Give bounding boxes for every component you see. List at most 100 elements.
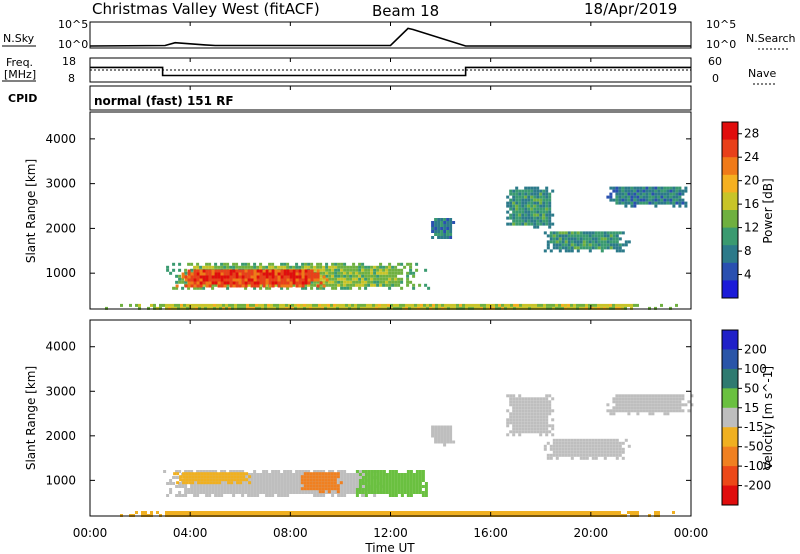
data-cell-1212	[594, 444, 598, 448]
data-cell-984	[524, 207, 528, 211]
data-cell-1647	[474, 511, 477, 514]
data-cell-505	[367, 271, 371, 275]
data-cell-991	[527, 189, 531, 193]
data-cell-670	[321, 475, 325, 479]
data-cell-524	[376, 265, 380, 269]
data-cell-1679	[543, 306, 546, 310]
data-cell-525	[376, 268, 380, 272]
data-cell-1383	[663, 400, 667, 404]
data-cell-1150	[564, 453, 568, 457]
data-cell-1655	[507, 306, 510, 310]
data-cell-1677	[519, 511, 522, 514]
data-cell-1545	[321, 511, 324, 514]
data-cell-793	[280, 269, 284, 273]
data-cell-1270	[615, 198, 619, 202]
data-cell-1324	[636, 394, 640, 398]
data-cell-1507	[264, 511, 267, 514]
data-cell-873	[434, 224, 438, 227]
data-cell-901	[437, 431, 441, 435]
data-cell-1084	[548, 201, 552, 205]
data-cell-1659	[513, 306, 516, 310]
data-cell-184	[241, 482, 245, 485]
data-cell-1474	[237, 303, 240, 307]
data-cell-1099	[546, 240, 550, 244]
data-cell-1543	[318, 511, 321, 514]
data-cell-534	[379, 271, 383, 275]
data-cell-1671	[510, 511, 513, 514]
data-cell-76	[208, 262, 212, 266]
data-cell-1019	[533, 195, 537, 199]
data-cell-61	[196, 488, 200, 491]
data-cell-889	[431, 425, 435, 429]
data-cell-1319	[633, 397, 637, 401]
data-cell-695	[333, 472, 337, 476]
data-cell-676	[217, 281, 221, 285]
data-cell-707	[235, 269, 239, 273]
data-cell-105	[211, 491, 215, 494]
data-cell-1660	[516, 303, 519, 307]
data-cell-298	[283, 479, 287, 482]
data-cell-790	[388, 479, 392, 482]
data-cell-1247	[609, 453, 613, 457]
data-cell-1467	[225, 306, 228, 310]
data-cell-685	[327, 481, 331, 485]
data-cell-749	[256, 272, 260, 276]
data-cell-690	[226, 269, 230, 273]
data-cell-1390	[672, 204, 676, 208]
data-cell-733	[367, 473, 371, 476]
data-cell-1352	[648, 403, 652, 407]
data-cell-913	[443, 431, 447, 435]
data-cell-1720	[606, 303, 609, 307]
freq-series-line	[90, 66, 691, 77]
data-cell-1440	[186, 303, 189, 307]
data-cell-390	[325, 268, 329, 272]
data-cell-1081	[542, 427, 546, 431]
data-cell-874	[434, 227, 438, 230]
velocity-colorbar-label-2: 50	[744, 381, 759, 395]
data-cell-999	[527, 213, 531, 217]
data-cell-814	[397, 473, 401, 476]
data-cell-1054	[539, 219, 543, 223]
data-cell-1202	[594, 246, 598, 250]
data-cell-1189	[582, 456, 586, 460]
data-cell-198	[247, 479, 251, 482]
data-cell-555	[388, 268, 392, 272]
data-cell-960	[515, 397, 519, 401]
data-cell-1512	[294, 303, 297, 307]
data-cell-1035	[536, 201, 540, 205]
data-cell-1661	[495, 511, 498, 514]
data-cell-700	[229, 284, 233, 288]
data-cell-5	[169, 488, 173, 491]
data-cell-892	[443, 221, 447, 224]
data-cell-1542	[339, 303, 342, 307]
data-cell-674	[217, 275, 221, 279]
data-cell-244	[265, 470, 269, 473]
data-cell-561	[388, 286, 392, 290]
data-cell-329	[295, 473, 299, 476]
data-cell-748	[373, 470, 377, 473]
data-cell-1506	[285, 303, 288, 307]
data-cell-696	[333, 475, 337, 479]
data-cell-402	[322, 470, 326, 473]
data-cell-1339	[648, 198, 652, 202]
data-cell-1494	[267, 303, 270, 307]
data-cell-1114	[546, 453, 550, 457]
data-cell-1524	[312, 303, 315, 307]
data-cell-777	[382, 485, 386, 488]
data-cell-1078	[545, 216, 549, 220]
data-cell-460	[349, 280, 353, 284]
data-cell-1127	[561, 234, 565, 238]
data-cell-1723	[588, 511, 591, 514]
data-cell-1369	[657, 394, 661, 398]
data-cell-648	[309, 484, 313, 488]
data-cell-965	[515, 412, 519, 416]
data-cell-1539	[312, 511, 315, 514]
noise-tick-bottom-right: 10^0	[706, 38, 736, 51]
data-cell-1620	[456, 303, 459, 307]
data-cell-945	[509, 430, 513, 434]
data-cell-1233	[609, 246, 613, 250]
data-cell-825	[400, 485, 404, 488]
data-cell-603	[412, 286, 416, 290]
data-cell-758	[376, 476, 380, 479]
data-cell-615	[184, 284, 188, 288]
